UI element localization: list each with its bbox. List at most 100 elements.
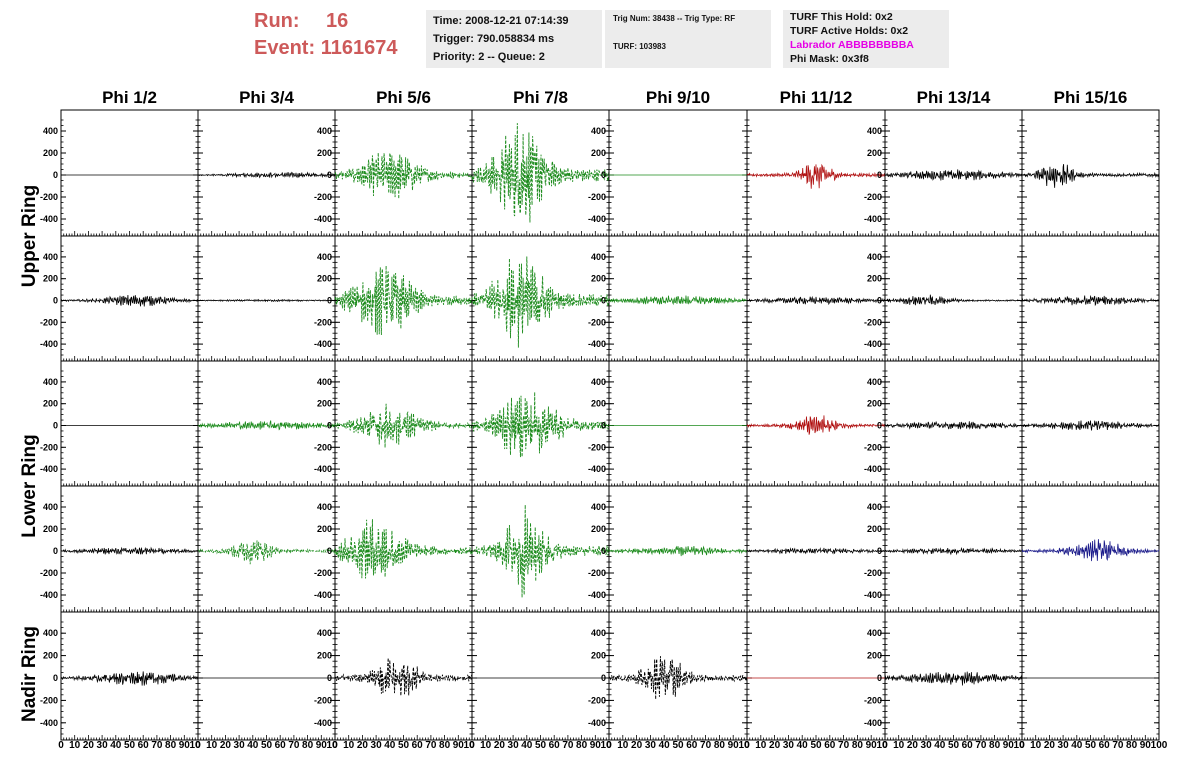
x-tick-label: 90 xyxy=(179,740,191,751)
x-tick-label: 30 xyxy=(508,740,520,751)
x-tick-label: 80 xyxy=(852,740,864,751)
y-tick-label: -200 xyxy=(40,568,58,578)
x-tick-label: 90 xyxy=(1140,740,1152,751)
y-tick-label: 0 xyxy=(327,296,332,306)
x-tick-label: 10 xyxy=(343,740,355,751)
x-tick-label: 30 xyxy=(97,740,109,751)
y-tick-label: -400 xyxy=(864,339,882,349)
y-tick-label: -400 xyxy=(588,718,606,728)
x-tick-label: 90 xyxy=(728,740,740,751)
x-tick-label: 0 xyxy=(195,740,201,751)
x-tick-label: 60 xyxy=(686,740,698,751)
x-tick-label: 70 xyxy=(151,740,163,751)
turf-text: TURF: 103983 xyxy=(613,42,666,51)
y-tick-label: 400 xyxy=(591,377,606,387)
y-tick-label: 400 xyxy=(317,126,332,136)
waveform-series xyxy=(334,265,473,336)
y-tick-label: 400 xyxy=(43,377,58,387)
y-tick-label: 200 xyxy=(591,651,606,661)
turf-holds-panel: TURF This Hold: 0x2 TURF Active Holds: 0… xyxy=(783,10,949,68)
y-tick-label: 400 xyxy=(317,377,332,387)
x-tick-label: 10 xyxy=(617,740,629,751)
turf-active-holds-text: TURF Active Holds: 0x2 xyxy=(790,25,909,37)
y-tick-label: 400 xyxy=(317,628,332,638)
waveform-series xyxy=(197,420,336,431)
x-tick-label: 60 xyxy=(962,740,974,751)
column-header-8: Phi 15/16 xyxy=(1053,88,1128,107)
column-header-3: Phi 5/6 xyxy=(376,88,431,107)
x-tick-label: 50 xyxy=(672,740,684,751)
y-tick-label: 400 xyxy=(43,252,58,262)
y-tick-label: -400 xyxy=(40,718,58,728)
x-tick-label: 70 xyxy=(288,740,300,751)
x-tick-label: 10 xyxy=(1030,740,1042,751)
y-tick-label: 200 xyxy=(867,651,882,661)
x-tick-label: 100 xyxy=(1151,740,1168,751)
x-tick-label: 40 xyxy=(659,740,671,751)
waveform-series xyxy=(471,123,610,223)
x-tick-label: 80 xyxy=(714,740,726,751)
priority-text: Priority: 2 -- Queue: 2 xyxy=(433,51,545,63)
y-tick-label: -400 xyxy=(314,464,332,474)
y-tick-label: 0 xyxy=(601,170,606,180)
panel-r4-c3 xyxy=(334,485,473,613)
panel-r3-c1 xyxy=(60,360,199,487)
x-tick-label: 10 xyxy=(463,740,475,751)
waveform-series xyxy=(60,546,199,555)
y-tick-label: -400 xyxy=(40,590,58,600)
y-tick-label: -400 xyxy=(40,214,58,224)
y-tick-label: 200 xyxy=(867,148,882,158)
y-tick-label: -400 xyxy=(588,464,606,474)
y-tick-label: 200 xyxy=(317,524,332,534)
event-value: 1161674 xyxy=(320,37,398,59)
waveform-series xyxy=(608,545,748,557)
y-tick-label: 200 xyxy=(43,524,58,534)
x-tick-label: 10 xyxy=(326,740,338,751)
waveform-series xyxy=(746,547,886,555)
x-tick-label: 60 xyxy=(824,740,836,751)
y-tick-label: -400 xyxy=(314,718,332,728)
y-tick-label: 200 xyxy=(591,524,606,534)
column-header-4: Phi 7/8 xyxy=(513,88,568,107)
y-tick-label: 0 xyxy=(327,673,332,683)
y-tick-label: 0 xyxy=(877,673,882,683)
waveform-series xyxy=(608,656,748,700)
y-tick-label: -400 xyxy=(40,339,58,349)
x-tick-label: 80 xyxy=(165,740,177,751)
y-tick-label: 400 xyxy=(867,628,882,638)
x-tick-label: 90 xyxy=(316,740,328,751)
y-tick-label: -200 xyxy=(588,192,606,202)
y-tick-label: 400 xyxy=(317,252,332,262)
waveform-series xyxy=(197,540,336,565)
x-tick-label: 20 xyxy=(631,740,643,751)
x-tick-label: 0 xyxy=(882,740,888,751)
y-tick-label: -400 xyxy=(588,214,606,224)
y-tick-label: 0 xyxy=(601,673,606,683)
x-tick-label: 0 xyxy=(606,740,612,751)
waveform-series xyxy=(60,294,199,307)
y-tick-label: 0 xyxy=(877,296,882,306)
waveform-series xyxy=(1021,294,1160,307)
y-tick-label: 400 xyxy=(591,126,606,136)
run-value: 16 xyxy=(326,10,349,32)
waveform-series xyxy=(746,163,886,189)
panel-r3-c8 xyxy=(1021,360,1160,487)
panel-r2-c1 xyxy=(60,235,199,362)
y-tick-label: -200 xyxy=(864,442,882,452)
turf-this-hold-text: TURF This Hold: 0x2 xyxy=(790,11,893,23)
y-tick-label: 400 xyxy=(43,502,58,512)
waveform-series xyxy=(746,415,886,435)
x-tick-label: 40 xyxy=(384,740,396,751)
x-tick-label: 60 xyxy=(275,740,287,751)
waveform-series xyxy=(197,298,336,303)
panel-r5-c8 xyxy=(1021,611,1160,741)
waveform-series xyxy=(334,403,473,448)
x-tick-label: 30 xyxy=(645,740,657,751)
waveform-series xyxy=(1021,420,1160,431)
panel-r3-c7 xyxy=(884,360,1023,487)
x-tick-label: 80 xyxy=(302,740,314,751)
x-tick-label: 80 xyxy=(1126,740,1138,751)
x-tick-label: 10 xyxy=(893,740,905,751)
waveform-series xyxy=(884,420,1023,430)
waveform-series xyxy=(471,504,610,598)
